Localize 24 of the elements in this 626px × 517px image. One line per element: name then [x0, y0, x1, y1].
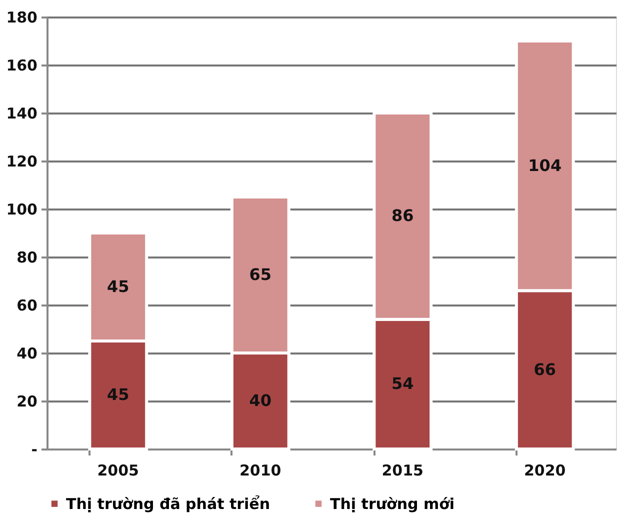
y-tick-label: 100 [6, 200, 38, 218]
x-tick-label: 2015 [382, 462, 424, 480]
legend-label: Thị trường mới [330, 494, 455, 513]
x-tick-label: 2005 [97, 462, 139, 480]
y-tick-label: 120 [6, 152, 38, 170]
legend-label: Thị trường đã phát triển [66, 494, 270, 513]
x-tick-label: 2020 [524, 462, 566, 480]
data-label: 66 [534, 360, 556, 379]
data-label: 45 [106, 385, 130, 404]
y-tick-label: 60 [16, 296, 38, 314]
data-label: 45 [106, 277, 130, 296]
y-tick-label: 40 [16, 344, 38, 362]
y-tick-label: 80 [16, 248, 38, 266]
x-tick-label: 2010 [240, 462, 282, 480]
y-tick-label: 20 [16, 392, 38, 410]
data-label: 54 [391, 374, 414, 394]
y-tick-label: 160 [6, 56, 38, 74]
data-label: 104 [528, 156, 562, 175]
y-tick-label: - [31, 440, 38, 458]
data-label: 65 [249, 265, 272, 284]
y-tick-label: 140 [6, 104, 38, 122]
data-label: 40 [249, 391, 272, 410]
data-label: 86 [391, 206, 414, 226]
y-tick-label: 180 [6, 8, 38, 26]
